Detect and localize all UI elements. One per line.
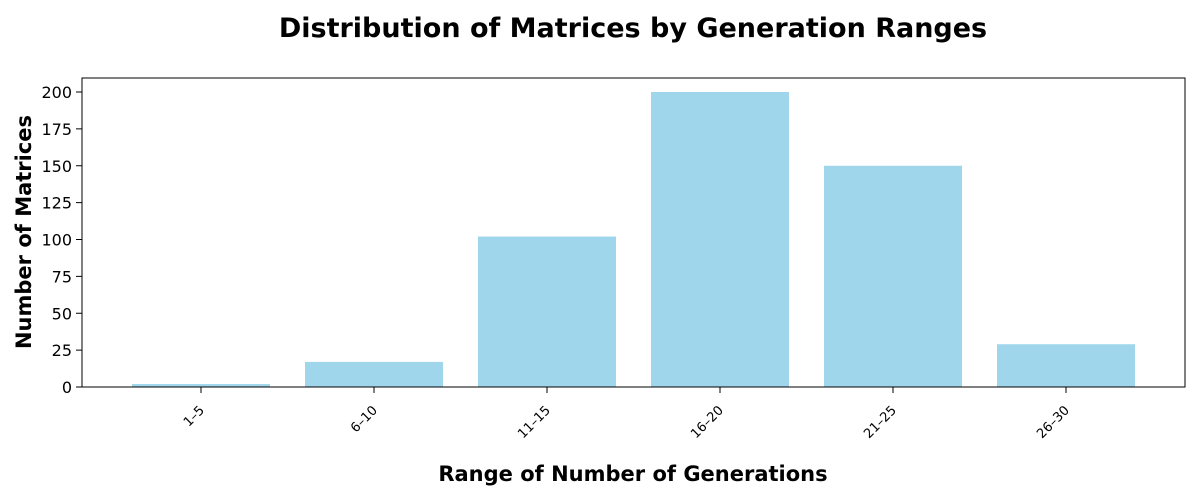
y-axis-label: Number of Matrices bbox=[12, 115, 36, 349]
y-tick-label: 200 bbox=[41, 83, 72, 102]
y-tick-label: 100 bbox=[41, 231, 72, 250]
bar-2 bbox=[305, 361, 443, 387]
bar-4 bbox=[651, 92, 789, 387]
x-tick-label: 21–25 bbox=[861, 403, 900, 442]
x-tick-label: 16–20 bbox=[688, 403, 727, 442]
x-tick-label: 26–30 bbox=[1034, 403, 1073, 442]
chart-title: Distribution of Matrices by Generation R… bbox=[279, 13, 987, 44]
y-tick-label: 25 bbox=[52, 341, 72, 360]
plot-frame bbox=[81, 77, 1186, 388]
y-tick-label: 175 bbox=[41, 120, 72, 139]
x-axis-label: Range of Number of Generations bbox=[438, 462, 827, 486]
bar-1 bbox=[132, 384, 270, 387]
x-tick-label: 11–15 bbox=[515, 403, 554, 442]
bar-5 bbox=[824, 165, 962, 387]
bar-6 bbox=[997, 344, 1135, 387]
y-tick-label: 0 bbox=[62, 378, 72, 397]
bars bbox=[132, 92, 1135, 387]
x-tick-label: 6–10 bbox=[348, 403, 381, 436]
bar-3 bbox=[478, 236, 616, 387]
y-tick-label: 125 bbox=[41, 194, 72, 213]
x-tick-label: 1–5 bbox=[181, 403, 208, 430]
y-tick-label: 50 bbox=[52, 304, 72, 323]
x-axis-ticks: 1–5 6–10 11–15 16–20 21–25 26–30 bbox=[181, 387, 1073, 442]
y-tick-label: 75 bbox=[52, 267, 72, 286]
y-tick-label: 150 bbox=[41, 157, 72, 176]
y-axis-ticks: 0 25 50 75 100 125 150 175 200 bbox=[41, 83, 82, 397]
